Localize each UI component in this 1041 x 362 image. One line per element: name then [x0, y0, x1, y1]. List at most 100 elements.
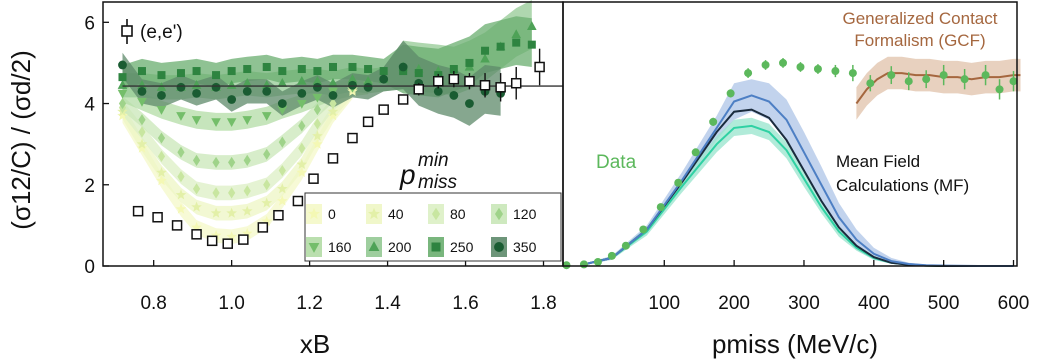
legend-marker-160 [308, 242, 320, 253]
open-square-3 [191, 229, 202, 240]
point-0-9 [277, 195, 288, 206]
point-350-19 [449, 91, 459, 100]
point-200-12 [328, 78, 338, 87]
point-250-10 [297, 65, 306, 74]
data-point-17 [848, 69, 857, 78]
legend-label-160: 160 [328, 239, 352, 255]
legend-label-200: 200 [388, 239, 412, 255]
y-axis-title: (σ12/C) / (σd/2) [6, 50, 36, 229]
left-x-tick-label-0.8: 0.8 [140, 293, 166, 314]
right-x-tick-label-200: 200 [718, 293, 750, 314]
point-40-3 [175, 189, 187, 200]
data-point-14 [796, 62, 805, 71]
point-160-1 [137, 97, 147, 107]
data-point-5 [639, 225, 648, 234]
open-square-22 [510, 77, 522, 89]
open-square-11 [327, 153, 339, 164]
data-label: Data [596, 152, 637, 173]
point-350-14 [363, 82, 373, 92]
data-point-3 [607, 251, 616, 260]
data-point-11 [744, 69, 753, 78]
point-160-6 [226, 118, 237, 128]
legend-marker-200 [368, 241, 380, 252]
legend: 0 40 80 120 160 200 250 350 [304, 192, 562, 262]
mf-label-line1: Mean Field [836, 152, 920, 171]
point-250-24 [527, 40, 536, 49]
data-point-18 [866, 79, 875, 88]
point-160-3 [176, 112, 186, 121]
point-350-16 [398, 62, 408, 72]
point-160-9 [277, 106, 288, 115]
point-200-14 [363, 76, 373, 85]
mf-teal-band [580, 117, 1014, 266]
point-80-5 [212, 187, 220, 199]
data-point-16 [831, 67, 840, 76]
point-80-6 [228, 187, 236, 199]
point-250-6 [227, 67, 236, 76]
point-350-8 [262, 86, 272, 96]
point-0-10 [296, 167, 308, 178]
data-point-1 [579, 260, 588, 269]
point-40-10 [296, 158, 308, 169]
open-square-9 [292, 195, 304, 207]
point-250-2 [157, 71, 166, 80]
gcf-label-line1: Generalized Contact [843, 9, 998, 28]
point-120-1 [138, 114, 146, 126]
point-0-3 [175, 203, 187, 214]
point-200-23 [511, 29, 522, 39]
right-x-tick-label-600: 600 [998, 293, 1030, 314]
point-250-3 [176, 69, 185, 78]
data-point-13 [779, 58, 788, 67]
legend-marker-40 [368, 207, 380, 220]
point-350-6 [227, 95, 237, 104]
point-80-7 [243, 185, 251, 197]
point-350-12 [328, 91, 338, 100]
legend-marker-120 [494, 207, 504, 221]
open-square-6 [238, 234, 249, 245]
open-square-15 [397, 94, 409, 105]
point-160-11 [312, 93, 323, 103]
point-120-7 [243, 154, 251, 166]
data-point-19 [887, 71, 896, 80]
point-120-11 [313, 104, 322, 116]
open-square-7 [257, 222, 269, 233]
p-miss-min-sub: miss [418, 172, 458, 193]
right-panel-plot [562, 56, 1021, 270]
point-350-10 [297, 88, 307, 98]
point-200-24 [527, 21, 537, 30]
data-point-7 [674, 178, 683, 187]
point-40-9 [277, 183, 288, 194]
open-square-4 [206, 235, 218, 247]
open-square-8 [273, 209, 284, 221]
data-point-8 [691, 148, 700, 157]
point-250-13 [348, 62, 357, 71]
data-point-26 [1009, 77, 1018, 86]
data-point-2 [593, 257, 602, 266]
left-x-tick-label-1: 1.0 [218, 293, 244, 314]
point-160-4 [191, 116, 202, 125]
point-160-0 [117, 89, 128, 99]
right-x-axis-title: pmiss (MeV/c) [712, 329, 878, 359]
open-square-19 [464, 75, 475, 87]
point-80-8 [263, 179, 271, 191]
mf-blue-line [580, 94, 1014, 267]
point-0-5 [210, 229, 222, 241]
point-250-11 [313, 67, 322, 76]
point-350-7 [242, 86, 252, 96]
point-40-4 [191, 201, 202, 212]
point-200-11 [312, 76, 323, 85]
point-120-6 [228, 156, 236, 169]
point-250-14 [364, 65, 373, 74]
point-80-9 [278, 164, 286, 177]
legend-label-120: 120 [513, 206, 537, 222]
point-350-3 [176, 82, 186, 92]
point-200-21 [480, 53, 490, 63]
point-250-21 [481, 46, 490, 55]
gcf-label-line2: Formalism (GCF) [854, 31, 985, 50]
open-square-21 [495, 82, 506, 93]
point-350-20 [465, 99, 474, 108]
point-350-13 [348, 80, 357, 90]
point-160-5 [211, 118, 221, 128]
open-square-18 [448, 73, 460, 85]
point-250-22 [496, 42, 505, 51]
